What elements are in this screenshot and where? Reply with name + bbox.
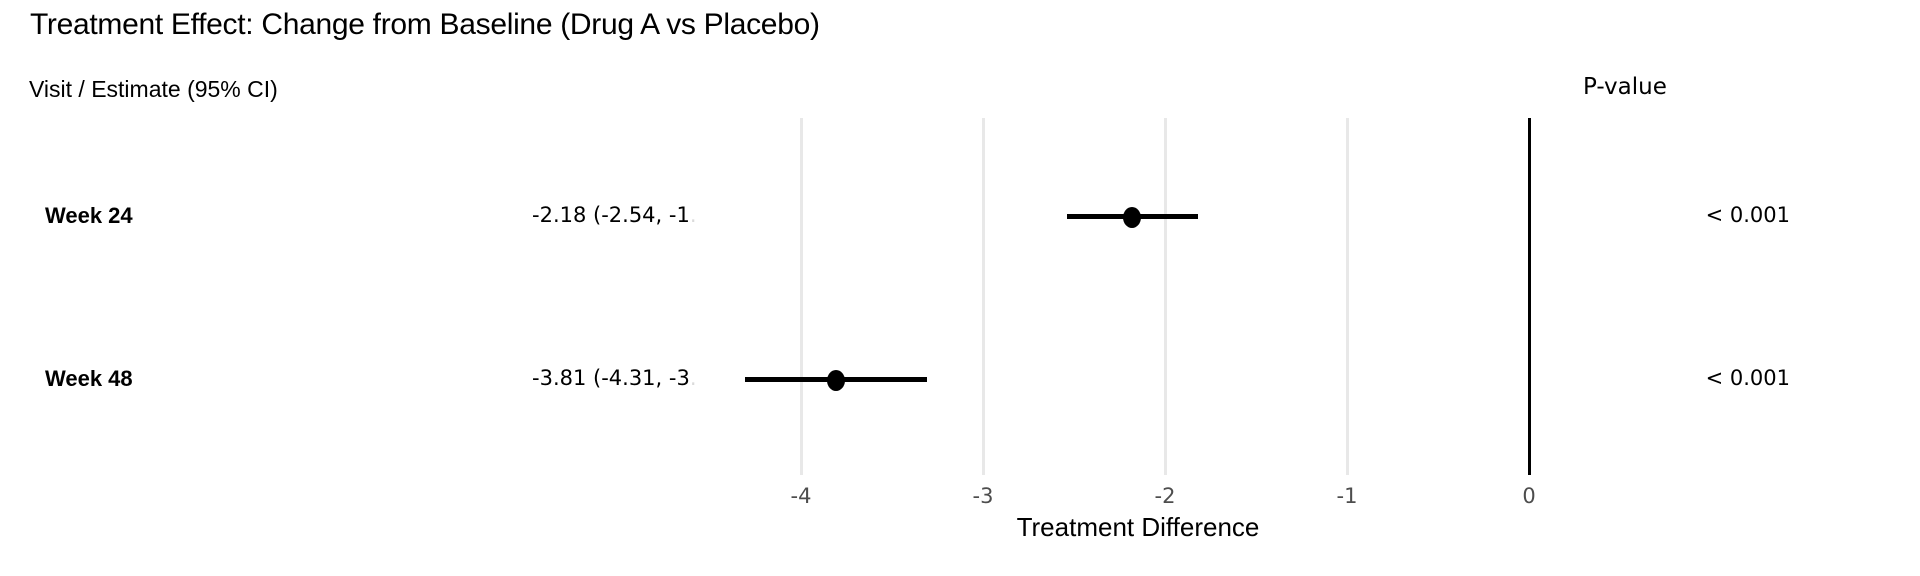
column-header-p-value: P-value <box>1583 74 1667 100</box>
estimate-ci-text: -3.81 (-4.31, -3 <box>532 366 690 390</box>
estimate-ci-label: -3.81 (-4.31, -3. <box>532 366 697 390</box>
x-tick-label--3: -3 <box>972 484 994 508</box>
visit-label: Week 48 <box>45 366 133 391</box>
x-tick-label--4: -4 <box>790 484 812 508</box>
column-header-visit-estimate: Visit / Estimate (95% CI) <box>29 76 278 102</box>
estimate-ci-label: -2.18 (-2.54, -1. <box>532 203 697 227</box>
x-axis-title: Treatment Difference <box>1016 512 1260 542</box>
x-tick-label--2: -2 <box>1154 484 1176 508</box>
p-value-week-24: < 0.001 <box>1705 203 1790 227</box>
gridline-x--4 <box>799 118 803 475</box>
chart-title: Treatment Effect: Change from Baseline (… <box>30 8 820 41</box>
gridline-x--3 <box>981 118 985 475</box>
estimate-ci-clipped-char: . <box>689 366 697 390</box>
point-estimate-marker-week-48 <box>826 369 845 391</box>
x-tick-label-0: 0 <box>1522 484 1536 508</box>
visit-label: Week 24 <box>45 203 133 228</box>
point-estimate-marker-week-24 <box>1123 206 1142 228</box>
gridline-x--1 <box>1345 118 1349 475</box>
zero-reference-line <box>1527 118 1531 475</box>
estimate-ci-text: -2.18 (-2.54, -1 <box>532 203 690 227</box>
x-tick-label--1: -1 <box>1336 484 1358 508</box>
estimate-ci-clipped-char: . <box>689 203 697 227</box>
gridline-x--2 <box>1163 118 1167 475</box>
p-value-week-48: < 0.001 <box>1705 366 1790 390</box>
